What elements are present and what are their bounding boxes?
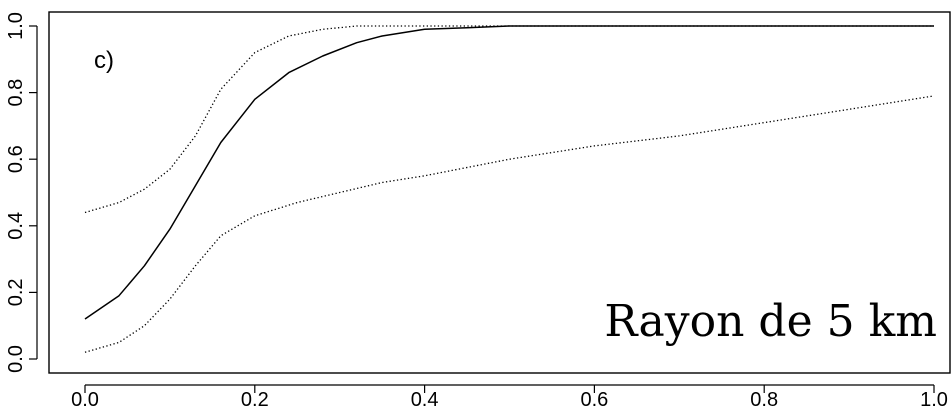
y-tick-label: 0.6: [5, 145, 27, 173]
y-tick-label: 0.0: [5, 345, 27, 373]
lower-bound-dotted-line: [84, 95, 935, 353]
series-layer: [84, 25, 935, 353]
upper-bound-dotted-line: [84, 25, 934, 214]
x-tick-label: 0.6: [580, 389, 608, 406]
y-tick-label: 0.8: [5, 79, 27, 107]
x-tick-label: 0.4: [411, 389, 439, 406]
x-tick-label: 1.0: [920, 389, 948, 406]
x-tick-label: 0.2: [241, 389, 269, 406]
x-tick-label: 0.8: [750, 389, 778, 406]
annotation-label: Rayon de 5 km: [604, 296, 937, 347]
y-tick-label: 1.0: [5, 12, 27, 40]
panel-label: c): [94, 47, 114, 74]
y-tick-label: 0.4: [5, 212, 27, 240]
x-tick-label: 0.0: [71, 389, 99, 406]
main-series-line: [84, 25, 934, 320]
plot-frame: [48, 11, 951, 374]
y-tick-label: 0.2: [5, 278, 27, 306]
